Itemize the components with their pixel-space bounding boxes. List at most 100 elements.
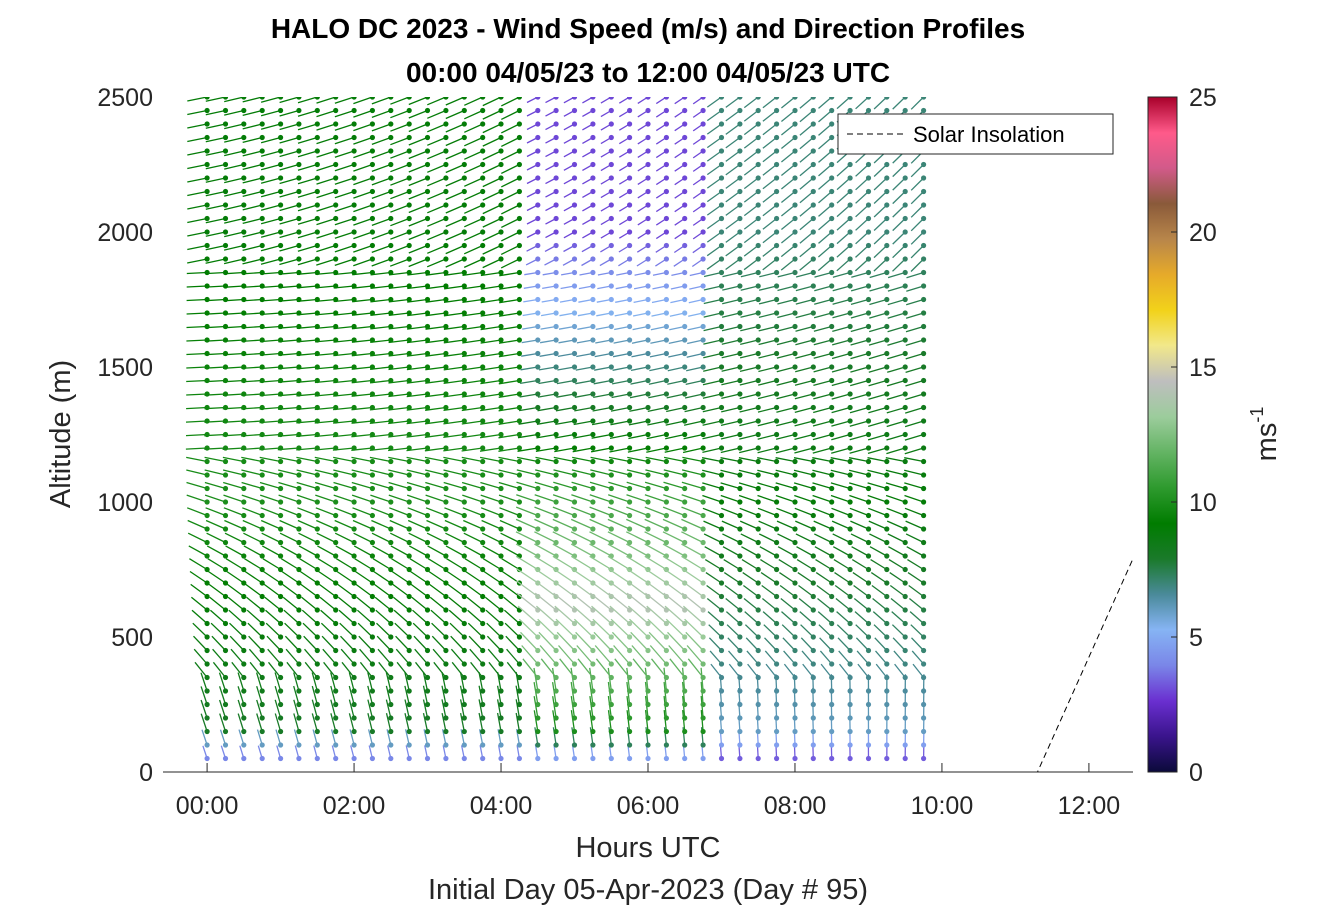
wind-barb	[855, 202, 872, 218]
wind-barb	[647, 618, 670, 640]
wind-barb	[207, 558, 229, 573]
wind-barb	[905, 350, 927, 360]
wind-barb	[385, 699, 394, 721]
wind-barb	[869, 533, 890, 546]
wind-barb	[762, 256, 780, 271]
wind-barb	[267, 648, 284, 667]
wind-barb	[223, 507, 247, 519]
wind-barb	[279, 188, 302, 198]
wind-barb	[595, 658, 614, 681]
wind-barb	[692, 242, 706, 254]
wind-barb	[371, 215, 394, 227]
wind-barb	[482, 202, 504, 215]
wind-barb	[682, 605, 706, 627]
wind-barb	[577, 310, 596, 317]
wind-barb	[775, 482, 798, 492]
wind-barb	[498, 404, 523, 412]
wind-barb	[636, 256, 651, 267]
wind-barb	[427, 202, 449, 214]
wind-barb	[245, 583, 265, 600]
wind-barb	[857, 663, 872, 681]
wind-barb	[691, 256, 706, 268]
wind-barb	[498, 456, 523, 465]
wind-barb	[224, 175, 247, 184]
wind-barb	[743, 215, 761, 230]
wind-barb	[853, 597, 872, 613]
wind-barb	[669, 310, 688, 317]
wind-barb	[887, 533, 908, 546]
wind-barb	[781, 624, 798, 640]
wind-barb	[445, 256, 467, 268]
wind-barb	[333, 507, 357, 519]
wind-barb	[337, 583, 357, 600]
wind-barb	[637, 229, 651, 239]
wind-barb	[341, 661, 357, 681]
wind-barb	[743, 148, 761, 163]
wind-barb	[608, 481, 633, 492]
wind-barb	[426, 256, 449, 268]
wind-barb	[536, 418, 559, 425]
wind-barb	[755, 745, 761, 762]
wind-barb	[376, 635, 394, 654]
wind-barb	[872, 611, 890, 627]
wind-barb	[894, 663, 908, 681]
wind-barb	[884, 745, 890, 762]
wind-barb	[209, 609, 229, 627]
wind-barb	[813, 377, 835, 387]
wind-barb	[687, 337, 706, 345]
wind-barb	[618, 161, 633, 172]
wind-barb	[813, 391, 835, 400]
wind-barb	[353, 148, 375, 159]
wind-barb	[743, 107, 761, 122]
wind-barb	[674, 175, 688, 186]
wind-barb	[427, 148, 449, 160]
wind-barb	[910, 188, 927, 205]
wind-barb	[626, 681, 633, 708]
wind-barb	[612, 350, 633, 358]
wind-barb	[224, 229, 247, 238]
wind-barb	[831, 520, 853, 532]
wind-barb	[441, 712, 449, 735]
wind-barb	[501, 175, 523, 188]
wind-barb	[554, 605, 578, 627]
wind-barb	[764, 650, 780, 667]
wind-barb	[330, 729, 339, 748]
wind-barb	[799, 175, 816, 190]
wind-barb	[765, 663, 780, 681]
wind-barb-field	[185, 97, 927, 762]
wind-barb	[515, 699, 523, 721]
wind-barb	[443, 296, 467, 303]
wind-barb	[873, 161, 890, 177]
wind-barb	[406, 350, 431, 357]
wind-barb	[739, 445, 761, 454]
wind-barb	[721, 520, 743, 532]
wind-barb	[776, 418, 798, 427]
wind-barb	[758, 364, 780, 373]
wind-barb	[535, 456, 559, 465]
wind-barb	[780, 97, 798, 109]
wind-barb	[762, 229, 780, 244]
wind-barb	[279, 148, 302, 158]
wind-barb	[406, 391, 431, 398]
wind-barb	[545, 107, 559, 117]
wind-barb	[285, 648, 302, 667]
wind-barb	[629, 391, 651, 399]
wind-barb	[260, 107, 284, 117]
wind-barb	[396, 661, 412, 681]
wind-barb	[443, 404, 467, 412]
wind-barb	[312, 729, 320, 748]
wind-barb	[193, 635, 210, 654]
wind-barb	[570, 518, 596, 532]
wind-barb	[873, 175, 890, 191]
wind-barb	[370, 507, 394, 519]
wind-barb	[582, 107, 596, 117]
wind-barb	[869, 296, 890, 306]
wind-barb	[538, 364, 559, 371]
wind-barb	[563, 97, 578, 104]
wind-barb	[522, 658, 541, 681]
wind-barb	[276, 745, 284, 762]
wind-barb	[834, 584, 853, 600]
wind-barb	[892, 175, 908, 191]
wind-barb	[582, 175, 596, 185]
wind-barb	[849, 431, 872, 441]
